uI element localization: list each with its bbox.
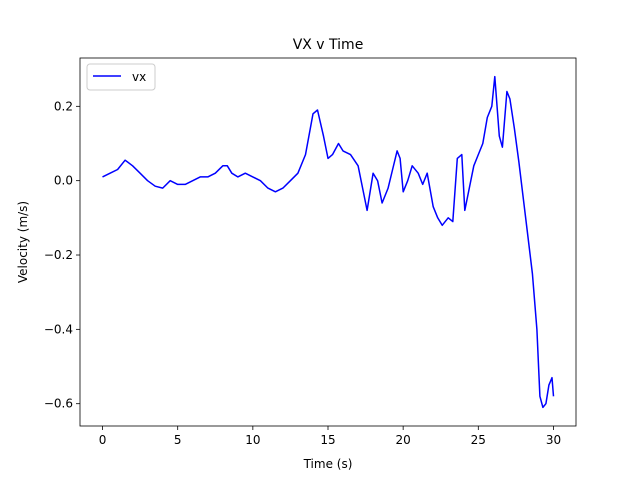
x-axis-label: Time (s) xyxy=(303,457,353,471)
x-tick-label: 0 xyxy=(99,433,107,447)
y-tick-label: 0.2 xyxy=(54,99,73,113)
series-layer xyxy=(102,75,555,409)
legend-box xyxy=(86,63,156,91)
x-tick-label: 5 xyxy=(174,433,182,447)
legend: vx xyxy=(86,63,156,91)
x-tick-label: 20 xyxy=(396,433,411,447)
plot-area: 0 5 10 15 20 25 30 −0.6 −0.4 −0.2 0.0 0.2 xyxy=(44,57,577,447)
x-axis-ticks: 0 5 10 15 20 25 30 xyxy=(99,426,561,447)
legend-label-vx: vx xyxy=(132,70,146,84)
x-tick-label: 30 xyxy=(546,433,561,447)
x-tick-label: 10 xyxy=(245,433,260,447)
series-line-vx xyxy=(102,75,555,409)
x-tick-label: 25 xyxy=(471,433,486,447)
y-tick-label: −0.4 xyxy=(44,322,73,336)
y-axis-ticks: −0.6 −0.4 −0.2 0.0 0.2 xyxy=(44,99,80,411)
x-tick-label: 15 xyxy=(320,433,335,447)
y-tick-label: −0.6 xyxy=(44,397,73,411)
y-axis-label: Velocity (m/s) xyxy=(16,201,30,283)
y-tick-label: −0.2 xyxy=(44,248,73,262)
chart-title: VX v Time xyxy=(293,37,364,53)
y-tick-label: 0.0 xyxy=(54,174,73,188)
